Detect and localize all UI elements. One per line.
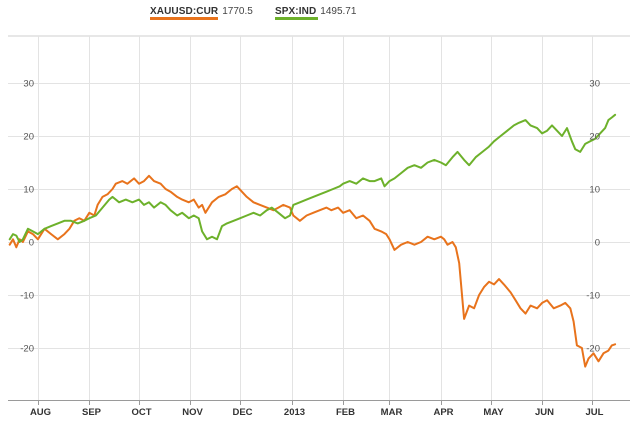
y-tick-label-right: 0 bbox=[595, 238, 600, 249]
x-tick-label: NOV bbox=[182, 407, 203, 418]
y-tick-label-right: -20 bbox=[586, 344, 600, 355]
legend-item-xauusd[interactable]: XAUUSD:CUR 1770.5 bbox=[150, 6, 253, 17]
horizontal-gridlines bbox=[8, 35, 630, 349]
series-line-spx-ind[interactable] bbox=[8, 113, 617, 243]
x-tick-label: SEP bbox=[82, 407, 102, 418]
y-tick-label-left: 20 bbox=[23, 132, 34, 143]
y-tick-label-left: -10 bbox=[20, 291, 34, 302]
x-tick-label: AUG bbox=[30, 407, 51, 418]
legend-series-name: SPX:IND bbox=[275, 6, 317, 17]
x-tick-label: OCT bbox=[131, 407, 151, 418]
x-tick-label: FEB bbox=[336, 407, 355, 418]
x-tick-label: JUL bbox=[586, 407, 604, 418]
x-tick-label: 2013 bbox=[284, 407, 305, 418]
series-layer bbox=[8, 113, 617, 368]
legend-swatch-spx bbox=[275, 17, 318, 20]
series-line-xauusd-cur[interactable] bbox=[8, 174, 617, 368]
y-tick-label-right: 10 bbox=[589, 185, 600, 196]
y-tick-label-left: 0 bbox=[29, 238, 34, 249]
x-tick-label: DEC bbox=[232, 407, 252, 418]
legend-swatch-xauusd bbox=[150, 17, 218, 20]
x-tick-label: JUN bbox=[535, 407, 554, 418]
x-axis: AUG SEP OCT NOV DEC 2013 FEB MAR APR MAY JUN JUL bbox=[8, 400, 630, 418]
y-tick-label-right: 20 bbox=[589, 132, 600, 143]
y-axis-right-labels: 30 20 10 0 -10 -20 bbox=[586, 79, 600, 355]
x-tick-label: APR bbox=[433, 407, 453, 418]
x-tick-label: MAY bbox=[483, 407, 504, 418]
y-axis-left-labels: 30 20 10 0 -10 -20 bbox=[20, 79, 34, 355]
legend-series-value: 1495.71 bbox=[320, 6, 357, 17]
y-tick-label-left: 10 bbox=[23, 185, 34, 196]
legend-series-value: 1770.5 bbox=[222, 6, 253, 17]
legend-item-spx[interactable]: SPX:IND 1495.71 bbox=[275, 6, 356, 17]
y-tick-label-right: -10 bbox=[586, 291, 600, 302]
y-tick-label-left: -20 bbox=[20, 344, 34, 355]
x-tick-label: MAR bbox=[381, 407, 403, 418]
legend: XAUUSD:CUR 1770.5 SPX:IND 1495.71 bbox=[0, 0, 639, 28]
y-tick-label-left: 30 bbox=[23, 79, 34, 90]
y-tick-label-right: 30 bbox=[589, 79, 600, 90]
legend-series-name: XAUUSD:CUR bbox=[150, 6, 219, 17]
vertical-gridlines bbox=[38, 36, 593, 400]
